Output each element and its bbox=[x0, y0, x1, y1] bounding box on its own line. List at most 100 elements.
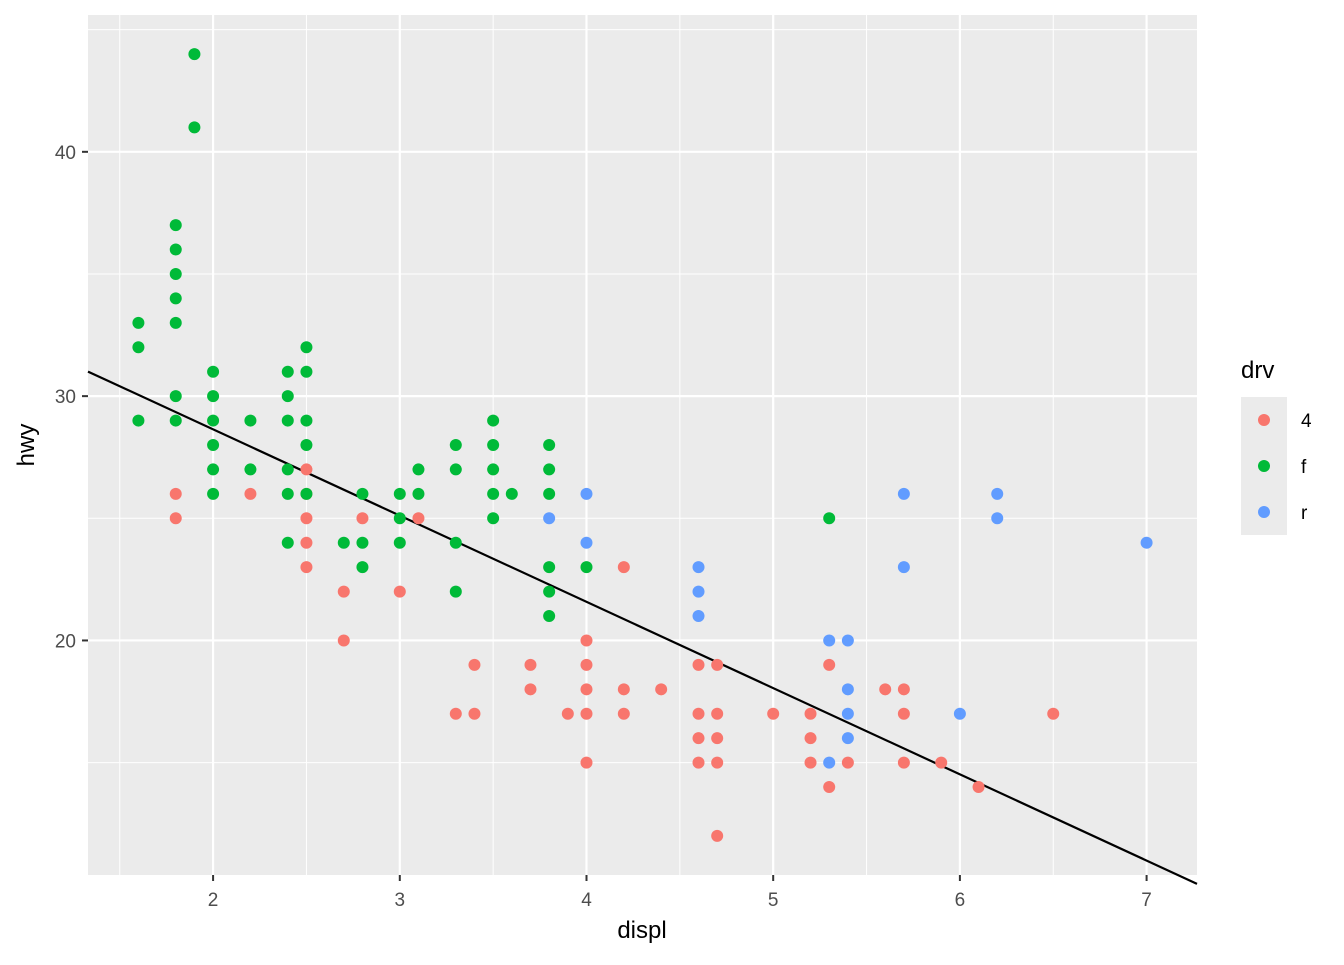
legend-label-f: f bbox=[1301, 457, 1307, 478]
data-point-drv-4 bbox=[337, 634, 350, 647]
legend-key-f bbox=[1258, 460, 1270, 472]
data-point-drv-r bbox=[841, 683, 854, 696]
data-point-drv-f bbox=[543, 439, 556, 451]
data-point-drv-4 bbox=[524, 683, 537, 696]
data-point-drv-4 bbox=[804, 732, 817, 745]
data-point-drv-f bbox=[543, 487, 556, 500]
data-point-drv-f bbox=[505, 487, 518, 500]
data-point-drv-4 bbox=[300, 512, 313, 525]
data-point-drv-f bbox=[449, 439, 462, 451]
data-point-drv-r bbox=[953, 707, 966, 720]
x-tick-label: 3 bbox=[395, 890, 406, 911]
data-point-drv-r bbox=[841, 732, 854, 745]
data-point-drv-r bbox=[1140, 536, 1153, 549]
data-point-drv-4 bbox=[580, 658, 593, 671]
data-point-drv-4 bbox=[935, 756, 948, 769]
regression-line bbox=[87, 370, 1198, 885]
data-point-drv-4 bbox=[879, 683, 892, 696]
data-point-drv-f bbox=[132, 341, 145, 354]
data-point-drv-4 bbox=[580, 634, 593, 647]
data-point-drv-4 bbox=[412, 512, 425, 525]
data-point-drv-f bbox=[356, 487, 369, 500]
data-point-drv-f bbox=[207, 365, 220, 378]
data-point-drv-4 bbox=[169, 487, 182, 500]
data-point-drv-f bbox=[487, 414, 500, 427]
data-point-drv-4 bbox=[804, 707, 817, 720]
data-point-drv-f bbox=[487, 487, 500, 500]
data-point-drv-r bbox=[823, 756, 836, 769]
data-point-drv-4 bbox=[1047, 707, 1060, 720]
data-point-drv-4 bbox=[897, 707, 910, 720]
data-point-drv-4 bbox=[169, 512, 182, 525]
data-point-drv-f bbox=[281, 365, 294, 378]
data-point-drv-4 bbox=[655, 683, 668, 696]
data-point-drv-r bbox=[823, 634, 836, 647]
data-point-drv-f bbox=[393, 536, 406, 549]
data-point-drv-4 bbox=[823, 658, 836, 671]
data-point-drv-4 bbox=[617, 683, 630, 696]
data-point-drv-4 bbox=[897, 683, 910, 696]
data-point-drv-4 bbox=[300, 561, 313, 574]
data-point-drv-4 bbox=[449, 707, 462, 720]
data-point-drv-f bbox=[169, 267, 182, 280]
y-tick-label: 30 bbox=[55, 387, 76, 408]
data-point-drv-4 bbox=[468, 658, 481, 671]
data-point-drv-4 bbox=[841, 756, 854, 769]
legend-key-4 bbox=[1258, 414, 1270, 426]
data-point-drv-r bbox=[580, 487, 593, 500]
data-point-drv-f bbox=[169, 414, 182, 427]
x-tick-label: 2 bbox=[208, 890, 219, 911]
data-point-drv-4 bbox=[692, 707, 705, 720]
data-point-drv-f bbox=[169, 243, 182, 256]
data-point-drv-r bbox=[692, 585, 705, 598]
data-point-drv-4 bbox=[580, 756, 593, 769]
data-point-drv-f bbox=[207, 463, 220, 476]
data-point-drv-4 bbox=[692, 732, 705, 745]
data-point-drv-f bbox=[543, 585, 556, 598]
data-point-drv-f bbox=[487, 439, 500, 451]
data-point-drv-f bbox=[823, 512, 836, 525]
data-point-drv-4 bbox=[300, 536, 313, 549]
data-point-drv-f bbox=[281, 414, 294, 427]
x-axis: 2 3 4 5 6 7 bbox=[208, 875, 1152, 911]
x-tick-label: 7 bbox=[1141, 890, 1152, 911]
data-point-drv-f bbox=[449, 463, 462, 476]
data-point-drv-f bbox=[132, 316, 145, 329]
data-point-drv-r bbox=[543, 512, 556, 525]
data-point-drv-f bbox=[207, 487, 220, 500]
data-point-drv-f bbox=[337, 536, 350, 549]
data-point-drv-4 bbox=[711, 707, 724, 720]
data-point-drv-r bbox=[841, 707, 854, 720]
y-axis: 20 30 40 bbox=[55, 143, 88, 652]
data-point-drv-f bbox=[207, 439, 220, 451]
legend-items: 4 f r bbox=[1258, 411, 1312, 524]
data-point-drv-r bbox=[991, 512, 1004, 525]
minor-gridlines bbox=[88, 15, 1197, 875]
data-point-drv-f bbox=[300, 487, 313, 500]
data-point-drv-r bbox=[841, 634, 854, 647]
y-axis-title: hwy bbox=[13, 424, 40, 467]
data-point-drv-4 bbox=[617, 561, 630, 574]
data-point-drv-f bbox=[300, 439, 313, 451]
data-point-drv-f bbox=[207, 414, 220, 427]
data-point-drv-4 bbox=[300, 463, 313, 476]
fit-line-layer bbox=[87, 370, 1198, 885]
y-tick-label: 20 bbox=[55, 631, 76, 652]
data-point-drv-f bbox=[356, 536, 369, 549]
data-point-drv-4 bbox=[823, 781, 836, 794]
data-point-drv-4 bbox=[897, 756, 910, 769]
data-point-drv-4 bbox=[711, 658, 724, 671]
data-point-drv-f bbox=[543, 561, 556, 574]
data-point-drv-f bbox=[281, 463, 294, 476]
data-point-drv-f bbox=[412, 463, 425, 476]
x-tick-label: 5 bbox=[768, 890, 779, 911]
data-point-drv-f bbox=[356, 561, 369, 574]
data-point-drv-f bbox=[169, 219, 182, 232]
data-point-drv-4 bbox=[711, 756, 724, 769]
data-point-drv-f bbox=[580, 561, 593, 574]
legend-label-r: r bbox=[1301, 503, 1308, 524]
data-point-drv-f bbox=[300, 341, 313, 354]
legend-title: drv bbox=[1241, 357, 1274, 384]
data-point-drv-f bbox=[281, 536, 294, 549]
